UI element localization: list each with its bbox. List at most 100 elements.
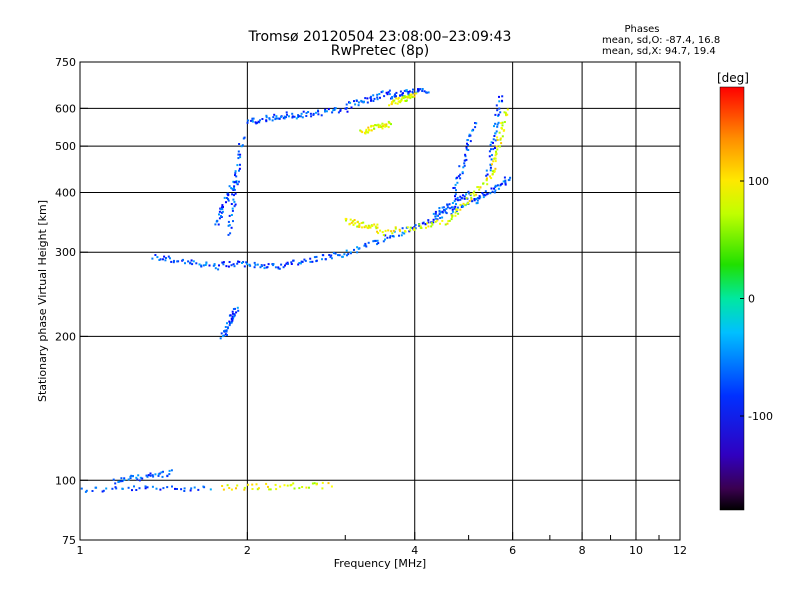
echo-point	[268, 488, 271, 491]
echo-point	[358, 222, 361, 225]
echo-point	[489, 192, 492, 195]
echo-point	[427, 219, 430, 222]
echo-point	[493, 191, 496, 194]
echo-point	[231, 319, 234, 322]
echo-point	[490, 148, 492, 151]
echo-point	[154, 254, 157, 256]
echo-point	[251, 120, 254, 123]
echo-point	[473, 199, 476, 202]
echo-point	[233, 265, 236, 268]
echo-point	[290, 483, 293, 486]
echo-point	[412, 92, 415, 95]
echo-point	[300, 112, 303, 115]
echo-point	[400, 234, 403, 237]
echo-point	[373, 127, 375, 130]
echo-point	[265, 119, 268, 122]
echo-point	[392, 229, 395, 232]
echo-point	[413, 226, 416, 229]
echo-point	[459, 208, 462, 211]
echo-point	[370, 98, 373, 101]
echo-point	[238, 260, 241, 263]
echo-point	[384, 229, 387, 232]
echo-point	[241, 262, 243, 264]
echo-point	[460, 197, 463, 199]
echo-point	[354, 222, 357, 225]
echo-point	[382, 234, 385, 236]
echo-point	[468, 192, 471, 195]
echo-point	[468, 200, 471, 202]
echo-point	[360, 222, 363, 224]
echo-point	[283, 117, 286, 120]
echo-point	[339, 109, 342, 112]
echo-point	[309, 112, 312, 115]
echo-point	[302, 110, 305, 113]
echo-point	[504, 181, 507, 184]
echo-point	[465, 158, 468, 161]
echo-point	[222, 335, 224, 338]
echo-point	[332, 109, 335, 112]
echo-point	[271, 119, 274, 122]
echo-point	[176, 260, 179, 263]
echo-point	[115, 487, 118, 490]
echo-point	[195, 262, 198, 265]
echo-point	[350, 106, 353, 109]
echo-point	[127, 478, 130, 481]
echo-point	[381, 90, 384, 93]
echo-point	[238, 143, 241, 145]
echo-point	[396, 102, 399, 105]
echo-point	[388, 89, 391, 92]
echo-point	[417, 89, 420, 92]
echo-point	[343, 253, 346, 256]
echo-point	[388, 93, 391, 96]
echo-point	[399, 90, 402, 93]
echo-point	[404, 96, 407, 99]
echo-point	[227, 220, 230, 223]
echo-point	[347, 253, 350, 256]
echo-point	[231, 312, 234, 315]
echo-point	[370, 124, 373, 127]
echo-point	[243, 486, 246, 489]
echo-point	[315, 483, 318, 486]
echo-point	[231, 193, 234, 196]
echo-point	[500, 127, 503, 129]
echo-point	[167, 255, 170, 258]
echo-point	[462, 202, 465, 205]
echo-point	[385, 91, 388, 94]
echo-point	[494, 189, 497, 192]
echo-point	[243, 488, 246, 491]
echo-point	[218, 264, 220, 267]
echo-point	[131, 475, 134, 478]
echo-point	[331, 111, 334, 114]
echo-point	[176, 488, 178, 490]
echo-point	[401, 231, 404, 234]
echo-point	[371, 225, 374, 227]
echo-point	[202, 264, 205, 267]
echo-point	[233, 187, 235, 190]
echo-point	[494, 132, 497, 135]
echo-point	[397, 96, 400, 99]
echo-point	[252, 117, 255, 120]
echo-point	[485, 169, 488, 172]
echo-point	[223, 196, 226, 199]
echo-point	[467, 202, 470, 205]
echo-point	[305, 112, 308, 115]
echo-point	[315, 111, 317, 114]
echo-point	[265, 116, 268, 119]
echo-point	[139, 476, 142, 479]
echo-point	[498, 95, 500, 98]
echo-point	[312, 113, 315, 116]
echo-point	[446, 222, 449, 225]
echo-point	[256, 488, 259, 491]
echo-point	[297, 114, 300, 117]
echo-point	[182, 258, 184, 261]
echo-point	[237, 150, 240, 153]
echo-point	[458, 165, 461, 168]
echo-point	[227, 198, 229, 201]
echo-point	[286, 261, 289, 264]
echo-point	[277, 267, 280, 270]
echo-point	[497, 113, 500, 116]
echo-point	[160, 471, 163, 474]
echo-point	[485, 193, 488, 196]
echo-point	[308, 486, 310, 489]
x-tick-label: 2	[244, 544, 251, 557]
